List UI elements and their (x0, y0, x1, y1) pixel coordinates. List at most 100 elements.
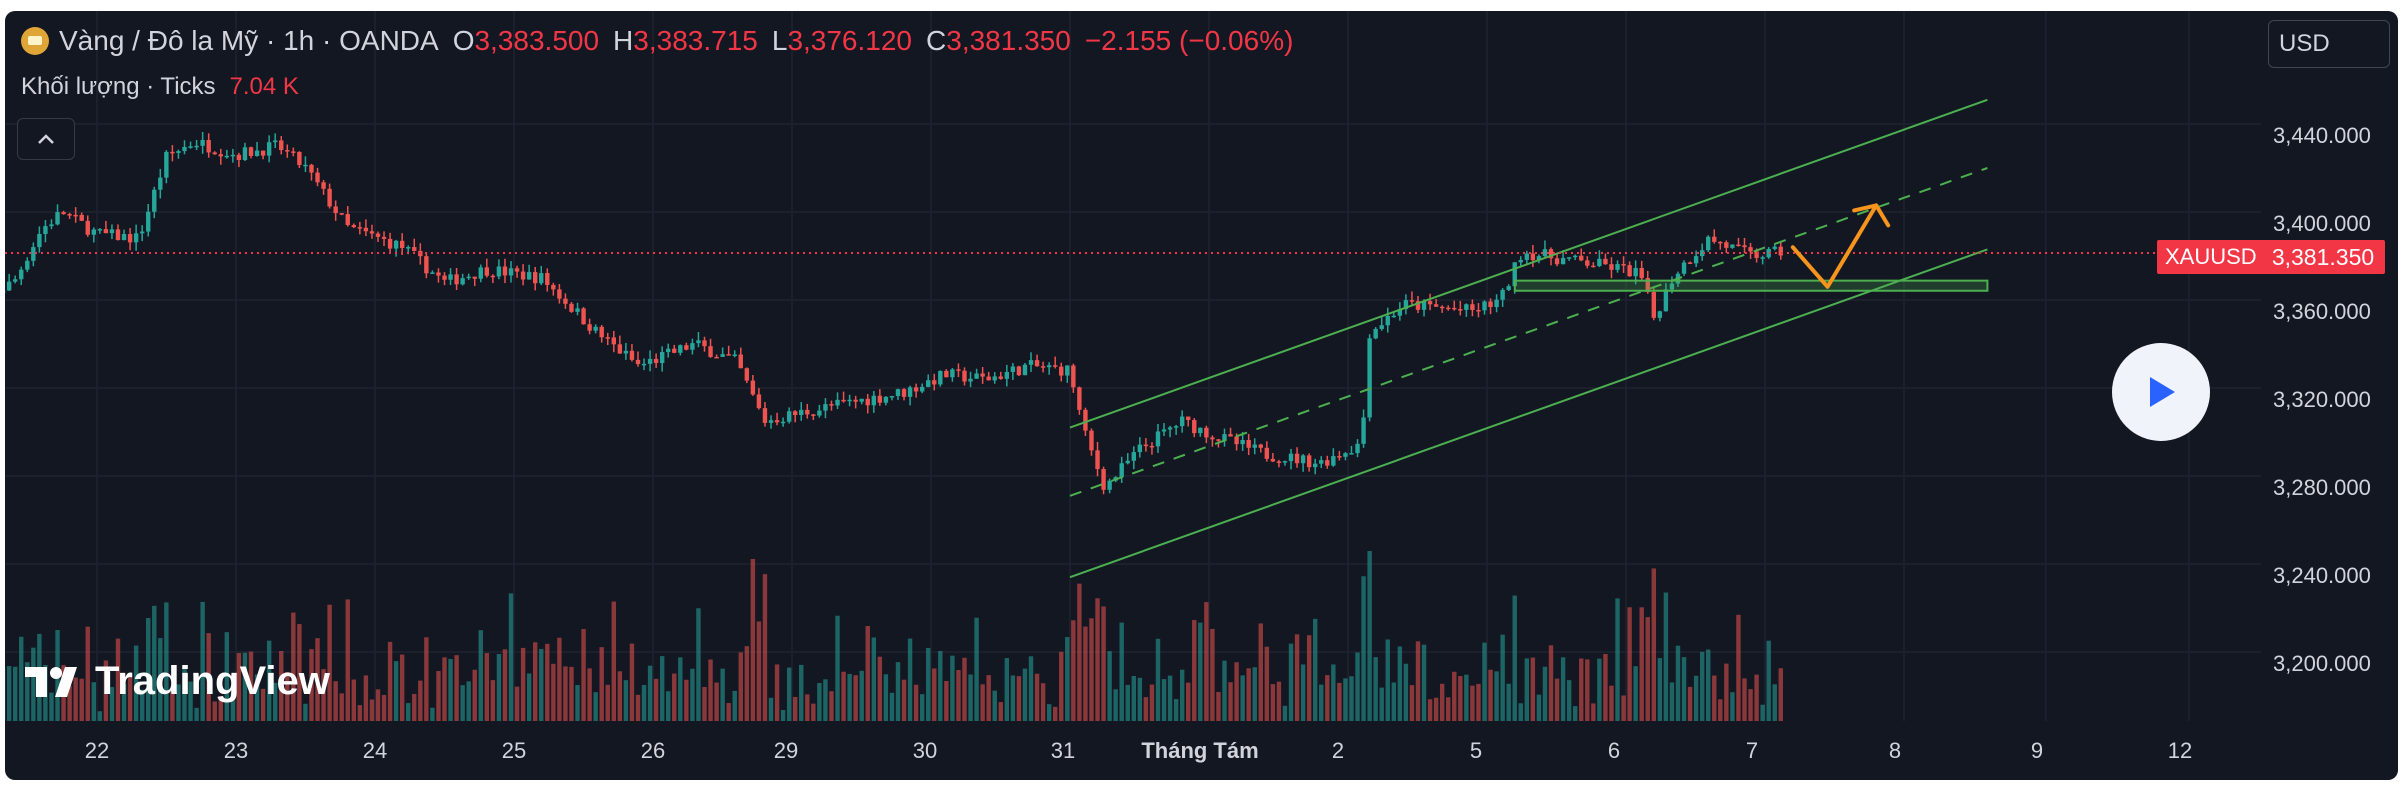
candle-body (1591, 265, 1596, 268)
candle-body (799, 409, 804, 415)
volume-bar (339, 693, 344, 721)
volume-bar (502, 649, 508, 721)
volume-bar (623, 680, 629, 721)
candle-body (865, 398, 870, 406)
candle-body (539, 273, 544, 284)
candle-body (393, 240, 399, 249)
candle-body (224, 155, 230, 158)
volume-bar (12, 666, 18, 721)
candle-body (49, 224, 54, 227)
candle-body (1603, 258, 1608, 265)
volume-bar (563, 666, 568, 721)
collapse-legend-button[interactable] (17, 118, 75, 160)
candle-body (1312, 463, 1318, 468)
volume-bar (913, 684, 919, 721)
volume-bar (1089, 618, 1094, 721)
volume-bar (218, 696, 223, 721)
volume-bar (666, 691, 671, 721)
candle-body (817, 410, 822, 416)
volume-bar (357, 705, 363, 721)
currency-button[interactable]: USD (2268, 20, 2390, 68)
volume-bar (581, 629, 586, 721)
volume-bar (1119, 622, 1124, 721)
volume-bar (1192, 620, 1197, 721)
candle-body (321, 182, 326, 189)
volume-bar (164, 602, 169, 721)
candle-body (962, 370, 967, 382)
replay-button[interactable] (2112, 343, 2210, 441)
volume-bar (508, 593, 514, 721)
candle-body (1766, 248, 1771, 258)
volume-bar (1198, 622, 1203, 721)
volume-bar (424, 637, 429, 721)
gold-bar-icon (21, 27, 49, 55)
candle-body (738, 354, 743, 369)
candle-body (1222, 434, 1227, 441)
volume-bar (551, 663, 556, 721)
candle-body (1409, 300, 1415, 302)
tradingview-logo[interactable]: TradingView (25, 659, 330, 704)
candle-body (575, 308, 580, 312)
volume-label[interactable]: Khối lượng · Ticks (21, 73, 216, 100)
volume-bar (1421, 644, 1427, 721)
volume-bar (115, 638, 121, 721)
candle-body (1579, 255, 1584, 261)
volume-bar (412, 693, 417, 721)
volume-bar (1216, 691, 1221, 721)
volume-bar (696, 608, 701, 721)
candle-body (1470, 304, 1475, 310)
candle-body (1319, 460, 1324, 464)
candle-body (1391, 315, 1397, 318)
volume-bar (279, 650, 284, 721)
candle-body (684, 345, 689, 350)
volume-bar (1476, 683, 1481, 721)
volume-bar (436, 671, 441, 721)
volume-bar (91, 682, 97, 721)
volume-bar (291, 612, 296, 721)
x-tick-label: 30 (912, 738, 938, 763)
volume-bar (297, 624, 302, 721)
close-key: C (926, 25, 947, 56)
candle-body (1651, 292, 1656, 318)
candle-body (1137, 444, 1143, 453)
volume-bar (774, 664, 780, 721)
volume-bar (907, 638, 913, 721)
volume-bar (1397, 646, 1403, 721)
volume-bar (1270, 684, 1276, 721)
candle-body (1131, 452, 1137, 461)
candle-body (913, 387, 919, 392)
volume-bar (1107, 651, 1112, 721)
volume-bar (895, 662, 901, 721)
volume-bar (236, 652, 242, 721)
candle-body (1512, 262, 1517, 287)
candle-body (6, 281, 12, 291)
candle-body (1379, 325, 1384, 329)
symbol-title[interactable]: Vàng / Đô la Mỹ · 1h · OANDA (59, 25, 439, 56)
price-chart[interactable] (5, 11, 2398, 780)
candle-body (526, 272, 532, 280)
candle-body (877, 395, 883, 403)
candle-body (1246, 439, 1251, 448)
x-tick-label: 23 (223, 738, 249, 763)
candle-body (883, 396, 889, 403)
volume-bar (1427, 699, 1433, 721)
volume-bar (744, 646, 750, 721)
candle-body (399, 240, 405, 248)
candle-body (1718, 241, 1723, 244)
volume-bar (1246, 668, 1251, 721)
candle-body (708, 346, 713, 357)
volume-bar (1736, 614, 1741, 721)
volume-bar (1530, 657, 1536, 721)
x-tick-label: 22 (84, 738, 110, 763)
volume-bar (1155, 638, 1161, 721)
candle-body (194, 145, 199, 148)
candle-body (1373, 328, 1378, 339)
channel-middle-line (1069, 167, 1988, 497)
volume-bar (6, 666, 12, 721)
chart-frame: Vàng / Đô la Mỹ · 1h · OANDA O 3,383.500 … (5, 11, 2398, 780)
candle-body (1627, 265, 1632, 277)
candle-body (986, 376, 991, 381)
candle-body (502, 266, 508, 276)
candle-body (545, 273, 550, 285)
candle-body (236, 154, 242, 160)
